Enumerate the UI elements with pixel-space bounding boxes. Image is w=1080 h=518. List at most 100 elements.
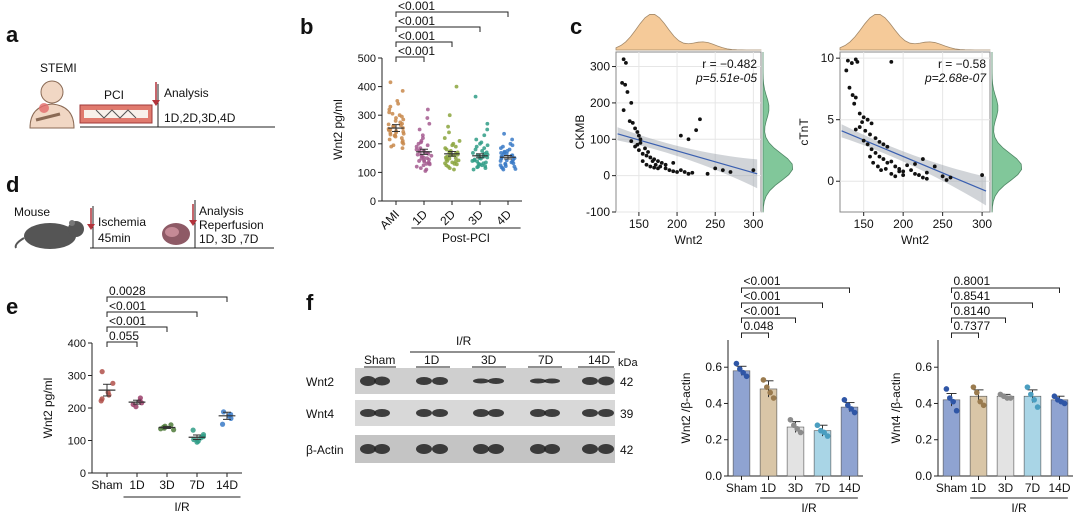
data-point: [652, 165, 657, 170]
data-point: [427, 157, 431, 162]
data-point: [453, 144, 458, 149]
data-point: [787, 416, 794, 423]
data-point: [861, 115, 866, 120]
data-point: [873, 136, 878, 141]
blot-band-r1-l3: [432, 409, 448, 417]
y-axis-label: Wnt4 /β-actin: [889, 373, 903, 444]
data-point: [648, 164, 653, 169]
x-tick-label: Sham: [936, 481, 967, 495]
data-point: [194, 439, 200, 445]
significance-bracket: [106, 296, 228, 302]
y-tick-label: 300: [590, 60, 610, 74]
data-point: [485, 143, 490, 148]
p-value-label: <0.001: [109, 299, 146, 313]
data-point: [871, 160, 876, 165]
data-point: [663, 162, 668, 167]
panel-letter-a: a: [6, 22, 19, 47]
significance-bracket: [951, 317, 1006, 323]
x-tick-label: 7D: [815, 481, 831, 495]
y-tick-label: 0: [370, 196, 376, 208]
blot-band-r0-l1: [374, 376, 390, 386]
x-tick-label: Sham: [726, 481, 757, 495]
ischemia-time-label: 45min: [98, 231, 131, 245]
data-point: [844, 68, 849, 73]
data-point: [629, 139, 634, 143]
data-point: [917, 173, 921, 177]
blot-kda-wnt4: 39: [620, 407, 634, 421]
data-point: [932, 164, 937, 169]
data-point: [663, 166, 668, 171]
data-point: [947, 395, 953, 401]
data-point: [889, 171, 894, 176]
data-point: [219, 421, 226, 427]
data-point: [948, 175, 953, 180]
x-tick-label: 300: [972, 217, 992, 231]
data-point: [760, 377, 767, 383]
y-tick-label: 0.2: [705, 433, 722, 447]
heart-icon: [162, 223, 190, 245]
data-point: [442, 136, 447, 140]
data-point: [905, 163, 910, 168]
bar: [996, 395, 1015, 477]
data-point: [671, 169, 676, 174]
blot-band-r0-l6: [530, 378, 546, 384]
data-point: [740, 369, 746, 376]
y-density-marginal: [991, 52, 1023, 213]
data-point: [863, 128, 868, 133]
data-point: [868, 132, 872, 137]
x-axis-label: I/R: [174, 500, 190, 514]
data-point: [395, 99, 400, 103]
bar: [732, 370, 751, 477]
data-point: [444, 147, 449, 152]
data-point: [861, 138, 866, 143]
patient-icon: [29, 80, 75, 129]
data-point: [401, 117, 406, 122]
blot-lane-14d: 14D: [588, 353, 610, 367]
data-point: [425, 107, 430, 112]
p-value-label: <0.001: [398, 0, 435, 13]
data-point: [643, 146, 647, 151]
data-point: [638, 137, 643, 142]
data-point: [877, 139, 882, 144]
data-point: [621, 108, 626, 113]
data-point: [659, 161, 664, 165]
x-tick-label: 1D: [129, 478, 145, 492]
correlation-p: p=2.68e-07: [924, 71, 987, 85]
blot-band-r2-l2: [416, 444, 432, 454]
data-point: [1024, 384, 1031, 390]
data-point: [470, 159, 475, 163]
panel-letter-b: b: [300, 14, 313, 39]
x-tick-label: 3D: [788, 481, 804, 495]
data-point: [671, 161, 676, 165]
data-point: [446, 124, 450, 129]
data-point: [667, 168, 672, 173]
data-point: [504, 151, 509, 156]
significance-bracket: [106, 326, 168, 332]
data-point: [713, 166, 718, 171]
data-point: [636, 133, 641, 138]
y-tick-label: 10: [821, 51, 835, 65]
panel-letter-c: c: [570, 14, 582, 39]
data-point: [737, 366, 743, 372]
y-tick-label: 0.0: [705, 469, 722, 483]
data-point: [386, 122, 391, 127]
data-point: [794, 426, 800, 432]
data-point: [924, 176, 929, 181]
data-point: [751, 168, 756, 173]
data-point: [881, 157, 886, 161]
data-point: [913, 162, 917, 166]
panel-f-western-blot: I/R Sham 1D 3D 7D 14D kDa Wnt2 Wnt4 β-Ac…: [306, 334, 638, 463]
blot-row-wnt2: Wnt2: [306, 375, 334, 389]
p-value-label: <0.001: [744, 274, 781, 288]
confidence-band: [617, 127, 758, 189]
x-tick-label: 3D: [998, 481, 1014, 495]
data-point: [423, 169, 428, 173]
blot-band-r1-l7: [544, 409, 560, 417]
data-point: [860, 120, 865, 125]
data-point: [644, 153, 649, 158]
significance-bracket: [741, 302, 823, 308]
